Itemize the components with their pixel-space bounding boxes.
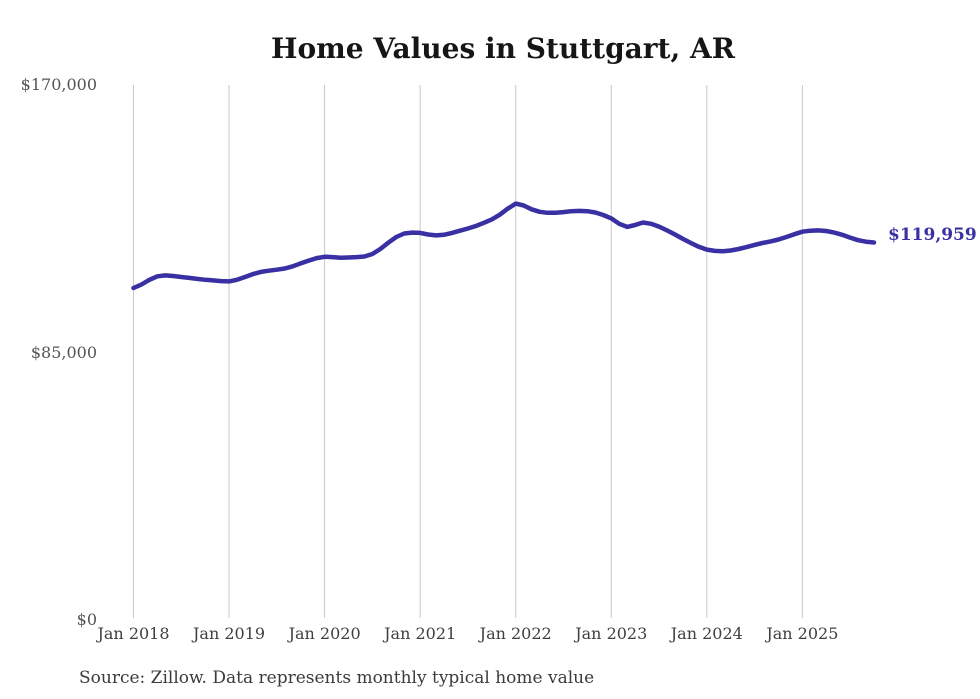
source-note: Source: Zillow. Data represents monthly … (79, 668, 595, 688)
chart-title: Home Values in Stuttgart, AR (271, 32, 735, 65)
gridlines (133, 85, 803, 618)
x-tick-label: Jan 2018 (97, 624, 170, 643)
latest-value-label: $119,959 (888, 225, 977, 245)
x-tick-label: Jan 2019 (193, 624, 266, 643)
home-value-line (131, 201, 877, 291)
x-tick-label: Jan 2020 (288, 624, 361, 643)
x-tick-label: Jan 2025 (766, 624, 839, 643)
y-tick-label: $85,000 (30, 342, 97, 362)
y-tick-label: $0 (76, 610, 97, 629)
x-tick-label: Jan 2021 (384, 624, 457, 643)
y-tick-label: $170,000 (20, 75, 97, 94)
x-tick-label: Jan 2023 (575, 624, 648, 643)
x-tick-label: Jan 2022 (479, 624, 552, 643)
x-tick-label: Jan 2024 (670, 624, 743, 643)
